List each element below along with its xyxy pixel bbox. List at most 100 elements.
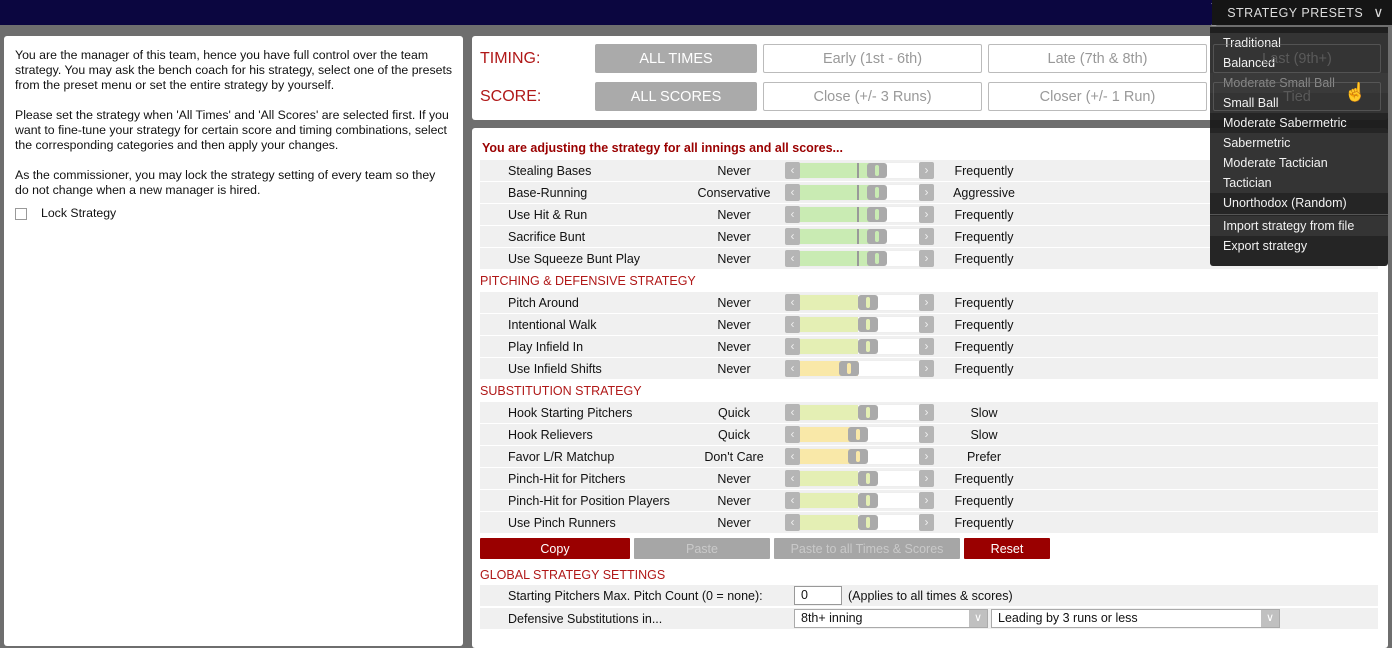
preset-menu-item[interactable]: Tactician	[1210, 173, 1388, 193]
strategy-slider[interactable]: ‹ ›	[785, 162, 934, 179]
chevron-right-icon[interactable]: ›	[919, 360, 934, 377]
score-close[interactable]: Close (+/- 3 Runs)	[763, 82, 982, 111]
defensive-subs-inning-select[interactable]: 8th+ inning ∨	[794, 609, 988, 628]
chevron-right-icon[interactable]: ›	[919, 514, 934, 531]
chevron-left-icon[interactable]: ‹	[785, 426, 800, 443]
chevron-left-icon[interactable]: ‹	[785, 316, 800, 333]
strategy-slider[interactable]: ‹ ›	[785, 184, 934, 201]
slider-track[interactable]	[800, 448, 919, 465]
slider-track[interactable]	[800, 470, 919, 487]
slider-track[interactable]	[800, 492, 919, 509]
checkbox[interactable]	[15, 207, 27, 220]
pitch-count-input[interactable]: 0	[794, 586, 842, 605]
strategy-slider[interactable]: ‹ ›	[785, 316, 934, 333]
paste-button[interactable]: Paste	[634, 538, 770, 559]
slider-thumb[interactable]	[867, 251, 887, 266]
slider-thumb[interactable]	[858, 295, 878, 310]
slider-thumb[interactable]	[858, 493, 878, 508]
strategy-slider[interactable]: ‹ ›	[785, 470, 934, 487]
chevron-right-icon[interactable]: ›	[919, 206, 934, 223]
chevron-left-icon[interactable]: ‹	[785, 338, 800, 355]
paste-all-button[interactable]: Paste to all Times & Scores	[774, 538, 960, 559]
slider-thumb[interactable]	[858, 317, 878, 332]
chevron-right-icon[interactable]: ›	[919, 228, 934, 245]
defensive-subs-lead-select[interactable]: Leading by 3 runs or less ∨	[991, 609, 1280, 628]
slider-thumb[interactable]	[848, 427, 868, 442]
preset-menu-item[interactable]: Balanced	[1210, 53, 1388, 73]
slider-track[interactable]	[800, 184, 919, 201]
chevron-left-icon[interactable]: ‹	[785, 184, 800, 201]
chevron-left-icon[interactable]: ‹	[785, 448, 800, 465]
slider-track[interactable]	[800, 404, 919, 421]
slider-track[interactable]	[800, 426, 919, 443]
chevron-right-icon[interactable]: ›	[919, 470, 934, 487]
strategy-slider[interactable]: ‹ ›	[785, 492, 934, 509]
strategy-slider[interactable]: ‹ ›	[785, 250, 934, 267]
lock-strategy-checkbox[interactable]: Lock Strategy	[15, 206, 452, 221]
chevron-left-icon[interactable]: ‹	[785, 206, 800, 223]
chevron-left-icon[interactable]: ‹	[785, 470, 800, 487]
strategy-slider[interactable]: ‹ ›	[785, 426, 934, 443]
timing-early[interactable]: Early (1st - 6th)	[763, 44, 982, 73]
chevron-right-icon[interactable]: ›	[919, 448, 934, 465]
chevron-left-icon[interactable]: ‹	[785, 360, 800, 377]
preset-menu-item[interactable]: Traditional	[1210, 33, 1388, 53]
strategy-slider[interactable]: ‹ ›	[785, 404, 934, 421]
strategy-slider[interactable]: ‹ ›	[785, 294, 934, 311]
chevron-down-icon[interactable]: ∨	[969, 610, 987, 627]
slider-thumb[interactable]	[867, 207, 887, 222]
chevron-right-icon[interactable]: ›	[919, 338, 934, 355]
slider-thumb[interactable]	[839, 361, 859, 376]
slider-track[interactable]	[800, 316, 919, 333]
chevron-left-icon[interactable]: ‹	[785, 514, 800, 531]
preset-menu-item[interactable]: Small Ball	[1210, 93, 1388, 113]
preset-menu-item[interactable]: Unorthodox (Random)	[1223, 196, 1347, 210]
strategy-slider[interactable]: ‹ ›	[785, 338, 934, 355]
slider-track[interactable]	[800, 514, 919, 531]
chevron-left-icon[interactable]: ‹	[785, 294, 800, 311]
chevron-left-icon[interactable]: ‹	[785, 404, 800, 421]
slider-track[interactable]	[800, 338, 919, 355]
preset-menu-item[interactable]: Moderate Small Ball	[1210, 73, 1388, 93]
strategy-slider[interactable]: ‹ ›	[785, 228, 934, 245]
slider-thumb[interactable]	[867, 185, 887, 200]
strategy-presets-button[interactable]: STRATEGY PRESETS ∨	[1212, 0, 1392, 25]
chevron-right-icon[interactable]: ›	[919, 184, 934, 201]
strategy-slider[interactable]: ‹ ›	[785, 514, 934, 531]
slider-track[interactable]	[800, 162, 919, 179]
strategy-slider[interactable]: ‹ ›	[785, 206, 934, 223]
slider-thumb[interactable]	[858, 471, 878, 486]
preset-menu-item[interactable]: Moderate Sabermetric	[1223, 116, 1347, 130]
slider-thumb[interactable]	[858, 515, 878, 530]
chevron-left-icon[interactable]: ‹	[785, 492, 800, 509]
slider-track[interactable]	[800, 228, 919, 245]
slider-track[interactable]	[800, 250, 919, 267]
chevron-right-icon[interactable]: ›	[919, 492, 934, 509]
score-closer[interactable]: Closer (+/- 1 Run)	[988, 82, 1207, 111]
chevron-left-icon[interactable]: ‹	[785, 250, 800, 267]
export-strategy-menu-item[interactable]: Export strategy	[1223, 239, 1308, 253]
slider-track[interactable]	[800, 206, 919, 223]
slider-thumb[interactable]	[867, 229, 887, 244]
chevron-left-icon[interactable]: ‹	[785, 162, 800, 179]
slider-track[interactable]	[800, 294, 919, 311]
chevron-right-icon[interactable]: ›	[919, 250, 934, 267]
copy-button[interactable]: Copy	[480, 538, 630, 559]
import-strategy-menu-item[interactable]: Import strategy from file	[1210, 216, 1388, 236]
strategy-slider[interactable]: ‹ ›	[785, 448, 934, 465]
chevron-right-icon[interactable]: ›	[919, 426, 934, 443]
score-all-scores[interactable]: ALL SCORES	[595, 82, 757, 111]
chevron-left-icon[interactable]: ‹	[785, 228, 800, 245]
slider-track[interactable]	[800, 360, 919, 377]
timing-late[interactable]: Late (7th & 8th)	[988, 44, 1207, 73]
chevron-right-icon[interactable]: ›	[919, 294, 934, 311]
score-tied[interactable]: Tied	[1213, 82, 1381, 111]
chevron-right-icon[interactable]: ›	[919, 404, 934, 421]
preset-menu-item[interactable]: Moderate Tactician	[1210, 153, 1388, 173]
slider-thumb[interactable]	[867, 163, 887, 178]
reset-button[interactable]: Reset	[964, 538, 1050, 559]
strategy-slider[interactable]: ‹ ›	[785, 360, 934, 377]
timing-last[interactable]: Last (9th+)	[1213, 44, 1381, 73]
slider-thumb[interactable]	[858, 339, 878, 354]
chevron-right-icon[interactable]: ›	[919, 316, 934, 333]
